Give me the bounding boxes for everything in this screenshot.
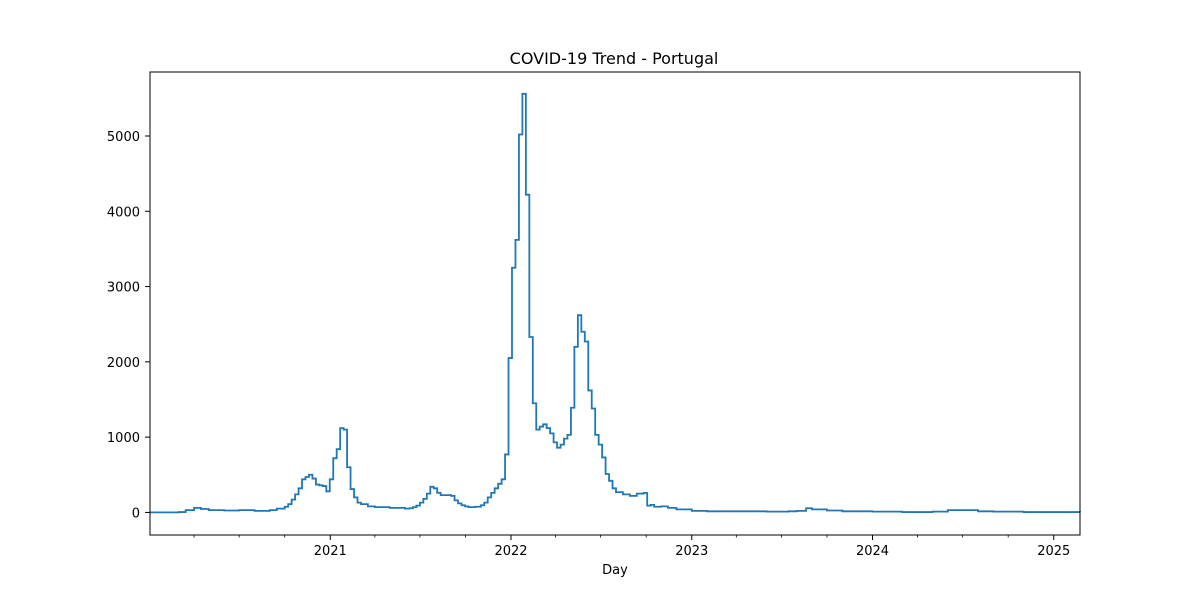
y-axis: 0 1000 2000 3000 4000 5000 bbox=[107, 130, 150, 521]
series-line-0 bbox=[150, 92, 1081, 514]
y-tick-label-0: 0 bbox=[132, 506, 140, 521]
y-tick-label-2000: 2000 bbox=[107, 356, 140, 371]
plot-area bbox=[150, 92, 1081, 514]
x-axis: 2021 2022 2023 2024 2025 bbox=[193, 535, 1070, 559]
x-tick-label-2021: 2021 bbox=[314, 544, 347, 559]
x-tick-label-2023: 2023 bbox=[675, 544, 708, 559]
x-tick-label-2025: 2025 bbox=[1037, 544, 1070, 559]
x-tick-label-2024: 2024 bbox=[856, 544, 889, 559]
x-axis-label: Day bbox=[602, 563, 628, 578]
y-tick-label-5000: 5000 bbox=[107, 130, 140, 145]
y-tick-label-1000: 1000 bbox=[107, 431, 140, 446]
x-tick-label-2022: 2022 bbox=[494, 544, 527, 559]
y-tick-label-3000: 3000 bbox=[107, 281, 140, 296]
chart-title: COVID-19 Trend - Portugal bbox=[510, 49, 719, 68]
plot-frame bbox=[149, 71, 1081, 536]
y-tick-label-4000: 4000 bbox=[107, 205, 140, 220]
